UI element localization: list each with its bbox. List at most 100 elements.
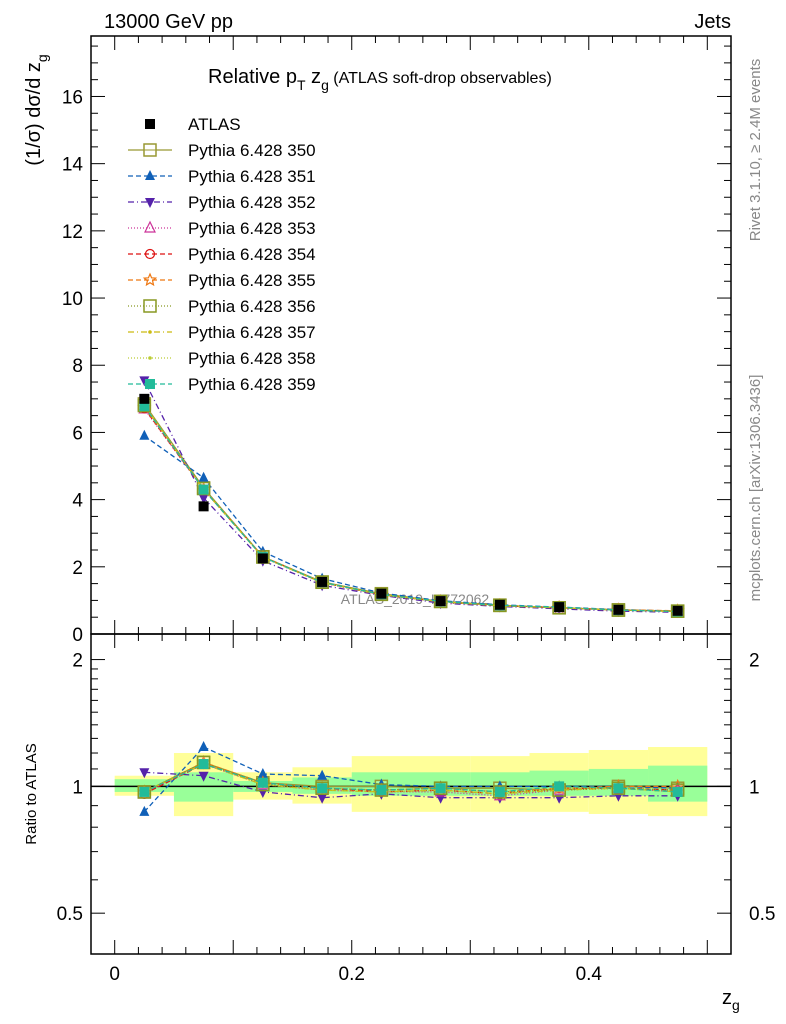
series-line — [143, 405, 678, 613]
legend-label: Pythia 6.428 359 — [188, 375, 316, 394]
header-left: 13000 GeV pp — [104, 11, 233, 33]
marker-triangle-up-open — [144, 220, 156, 233]
series-7 — [137, 398, 685, 618]
ratio-xlabel: zg — [722, 987, 740, 1013]
marker-triangle-up — [139, 429, 150, 440]
marker-square — [494, 599, 505, 610]
legend-item-9: Pythia 6.428 358 — [128, 349, 316, 368]
marker-triangle-down — [198, 493, 209, 504]
marker-triangle-down — [139, 768, 150, 779]
ratio-frame — [90, 633, 732, 955]
ratio-ylabel: Ratio to ATLAS — [23, 743, 40, 844]
series-line — [143, 404, 678, 613]
marker-square-open — [143, 299, 157, 313]
series-line — [143, 407, 678, 612]
marker-triangle-up — [198, 471, 209, 482]
marker-triangle-up — [145, 170, 155, 180]
series-8 — [142, 403, 680, 614]
series-6 — [137, 399, 685, 618]
marker-square — [198, 759, 209, 770]
series-line — [143, 435, 678, 612]
legend-item-7: Pythia 6.428 356 — [128, 297, 316, 316]
ratio-y-tick-label-right: 0.5 — [749, 904, 775, 925]
marker-square — [257, 777, 268, 788]
ratio-line — [144, 763, 678, 793]
marker-square — [317, 576, 328, 587]
marker-square — [672, 605, 683, 616]
legend-label: Pythia 6.428 355 — [188, 271, 316, 290]
marker-triangle-up — [317, 769, 328, 780]
legend-item-2: Pythia 6.428 351 — [128, 167, 316, 186]
marker-square — [435, 596, 446, 607]
legend-item-4: Pythia 6.428 353 — [128, 219, 316, 238]
marker-square — [613, 783, 624, 794]
y-tick-label: 16 — [62, 87, 83, 108]
marker-circle-open — [144, 248, 156, 260]
legend-item-atlas: ATLAS — [145, 115, 241, 134]
marker-square — [613, 604, 624, 615]
ratio-line — [144, 763, 678, 795]
marker-square — [139, 786, 150, 797]
series-line — [143, 380, 678, 613]
series-line — [143, 403, 678, 612]
y-tick-label: 2 — [72, 558, 83, 579]
marker-square — [198, 501, 209, 512]
main-frame — [90, 35, 732, 635]
ratio-y-tick-label: 0.5 — [57, 904, 83, 925]
series-10 — [139, 401, 683, 617]
legend-item-10: Pythia 6.428 359 — [128, 375, 316, 394]
header-right: Jets — [694, 11, 731, 33]
ratio-panel: 0.5 0.5 1 1 2 2 0 0.2 0.4 Ratio to ATLAS zg — [23, 633, 775, 1013]
ratio-ticks: 0.5 0.5 1 1 2 2 0 0.2 0.4 — [57, 634, 775, 985]
legend-item-6: Pythia 6.428 355 — [128, 271, 316, 290]
series-line — [143, 406, 678, 612]
main-title: Relative pT zg (ATLAS soft-drop observab… — [208, 66, 552, 93]
marker-square — [494, 786, 505, 797]
series-2 — [139, 429, 683, 616]
marker-dot — [148, 356, 152, 360]
marker-square — [376, 588, 387, 599]
ratio-line — [143, 746, 678, 813]
main-y-ticks: 0 2 4 6 8 10 12 14 16 — [62, 36, 731, 646]
mcplots-label: mcplots.cern.ch [arXiv:1306.3436] — [747, 375, 764, 602]
marker-square — [145, 379, 155, 389]
ratio-y-tick-label-right: 1 — [749, 777, 760, 798]
marker-square-open — [143, 143, 157, 157]
y-tick-label: 8 — [72, 356, 83, 377]
series-line — [143, 408, 678, 613]
ratio-x-tick-label: 0.2 — [339, 964, 365, 985]
ratio-plot-area — [91, 741, 731, 817]
legend-label: Pythia 6.428 350 — [188, 141, 316, 160]
legend-label: Pythia 6.428 354 — [188, 245, 316, 264]
marker-square — [139, 393, 150, 404]
main-plot-area — [137, 376, 685, 619]
ratio-y-tick-label-right: 2 — [749, 651, 760, 672]
marker-dot — [148, 330, 152, 334]
ratio-y-tick-label: 1 — [72, 777, 83, 798]
marker-square — [554, 602, 565, 613]
legend-item-8: Pythia 6.428 357 — [128, 323, 316, 342]
y-tick-label: 10 — [62, 289, 83, 310]
legend-label: Pythia 6.428 358 — [188, 349, 316, 368]
legend: ATLAS Pythia 6.428 350 Pythia 6.428 351 Pyt… — [128, 115, 316, 394]
y-tick-label: 0 — [72, 625, 83, 646]
marker-triangle-down — [145, 198, 155, 208]
legend-item-5: Pythia 6.428 354 — [128, 245, 316, 264]
legend-label: Pythia 6.428 351 — [188, 167, 316, 186]
legend-label: Pythia 6.428 356 — [188, 297, 316, 316]
marker-square — [554, 781, 565, 792]
marker-triangle-up — [139, 805, 150, 816]
marker-triangle-down — [317, 793, 328, 804]
y-tick-label: 6 — [72, 423, 83, 444]
series-9 — [142, 403, 680, 614]
rivet-label: Rivet 3.1.10, ≥ 2.4M events — [747, 59, 764, 242]
y-tick-label: 4 — [72, 491, 83, 512]
ratio-x-tick-label: 0.4 — [576, 964, 603, 985]
marker-square — [317, 783, 328, 794]
marker-square — [376, 785, 387, 796]
legend-item-1: Pythia 6.428 350 — [128, 141, 316, 160]
series-line — [143, 405, 678, 613]
marker-square — [435, 783, 446, 794]
marker-triangle-up — [198, 741, 209, 752]
